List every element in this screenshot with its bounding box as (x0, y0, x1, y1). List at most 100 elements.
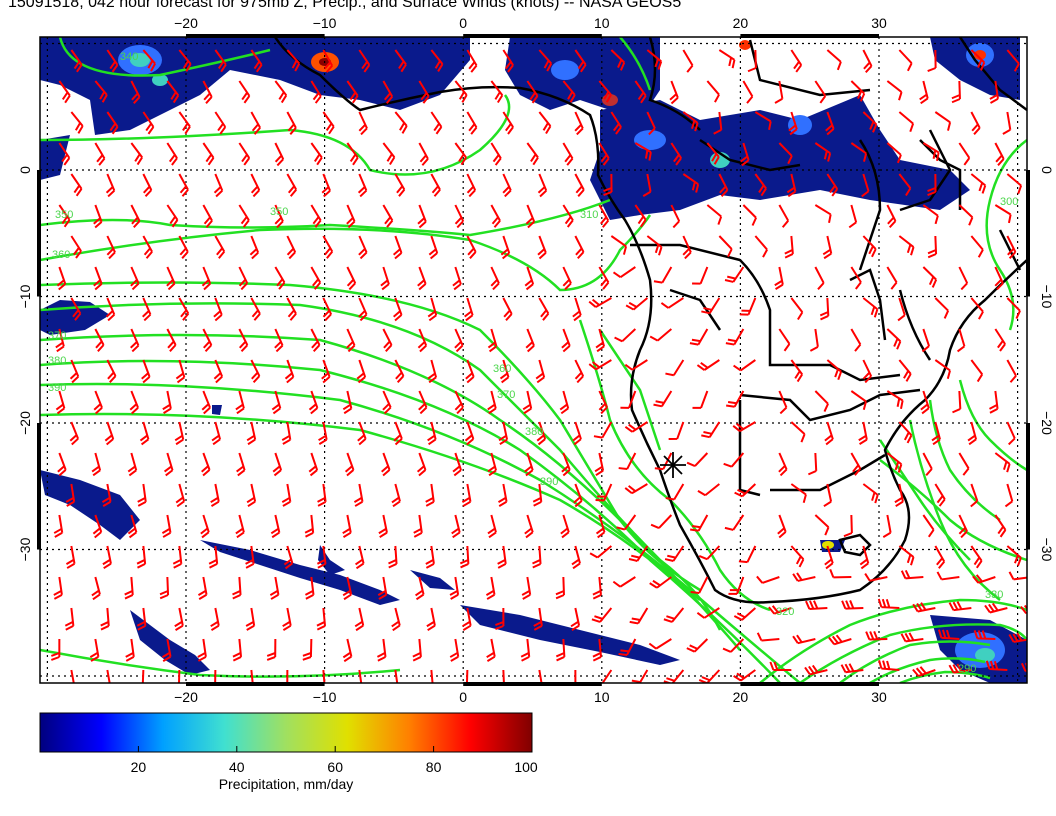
wind-barb (166, 328, 177, 352)
wind-barb (624, 421, 648, 433)
wind-barb (1006, 49, 1020, 72)
wind-barb (64, 607, 75, 631)
wind-barb (124, 576, 134, 600)
frame-bar (1026, 423, 1030, 550)
wind-barb (1006, 359, 1017, 383)
wind-barb (1027, 329, 1049, 347)
wind-barb (561, 328, 571, 353)
wind-barb (458, 669, 469, 683)
wind-barb (125, 638, 135, 662)
frame-bar (740, 682, 879, 686)
lat-tick-right: 0 (1039, 166, 1055, 174)
wind-barb (706, 204, 723, 225)
wind-barb (393, 421, 403, 446)
wind-barb (487, 452, 497, 477)
wind-barb (106, 235, 116, 260)
wind-barb (91, 576, 101, 601)
wind-barb (490, 204, 501, 228)
contour-labels: 340 350 360 370 380 390 350 360 370 380 … (48, 51, 1018, 675)
wind-barb (1038, 236, 1056, 255)
wind-barb (682, 49, 694, 73)
wind-barb (415, 576, 425, 601)
frame-bar (37, 423, 41, 550)
wind-barb (952, 390, 962, 414)
wind-barb (178, 297, 190, 321)
wind-barb (286, 297, 297, 321)
wind-barb (574, 173, 585, 197)
wind-barb (142, 235, 153, 259)
wind-barb (841, 600, 864, 610)
wind-barb (246, 483, 257, 508)
frame-bar (1026, 170, 1030, 297)
wind-barb (809, 328, 819, 352)
wind-barb (956, 328, 966, 353)
wind-barb (106, 49, 119, 73)
wind-barb (394, 173, 406, 197)
frame-bar (463, 34, 602, 38)
wind-barb (175, 483, 186, 508)
wind-barb (825, 111, 835, 136)
wind-barb (174, 421, 185, 446)
wind-barb (1039, 360, 1056, 377)
wind-barb (1006, 421, 1016, 446)
wind-barb (134, 669, 145, 683)
contour-label: 390 (48, 382, 66, 394)
wind-barb (382, 328, 393, 353)
wind-barb (286, 235, 297, 260)
wind-barb (823, 483, 833, 508)
wind-barb (665, 483, 685, 501)
wind-barb (740, 142, 750, 167)
wind-barb (355, 545, 365, 570)
wind-barb (958, 266, 969, 291)
wind-barb (664, 545, 685, 562)
wind-barb (570, 607, 581, 632)
wind-barb (250, 359, 261, 384)
wind-barb (826, 173, 839, 197)
lon-tick-bottom: 0 (459, 689, 467, 705)
wind-barb (985, 660, 1008, 671)
wind-barb (804, 664, 828, 676)
wind-barb (500, 235, 511, 260)
frame-bar (37, 170, 41, 297)
wind-barb (454, 80, 468, 103)
wind-barb (898, 545, 915, 566)
wind-barb (886, 452, 903, 473)
wind-barb (698, 545, 721, 561)
wind-barb (274, 142, 285, 167)
wind-barb (778, 328, 791, 352)
wind-barb (418, 390, 428, 415)
wind-barb (166, 204, 179, 228)
wind-barb (502, 49, 514, 73)
wind-barb (734, 483, 757, 498)
wind-barb (465, 359, 475, 384)
wind-barb (646, 235, 663, 256)
wind-barb (898, 111, 915, 132)
wind-barb (498, 421, 509, 446)
wind-barb (161, 638, 172, 662)
wind-barb (689, 328, 709, 346)
wind-barb (824, 421, 834, 446)
wind-barb (970, 111, 981, 135)
wind-barb (886, 142, 902, 164)
wind-barb (238, 204, 250, 228)
wind-barb (282, 607, 292, 631)
wind-barb (610, 111, 622, 135)
wind-barb (598, 204, 610, 228)
wind-barb (660, 297, 684, 309)
wind-barb (792, 634, 816, 645)
lon-tick-bottom: −20 (174, 689, 198, 705)
wind-barb (826, 359, 843, 381)
contour-label: 330 (985, 589, 1003, 601)
wind-barb (454, 204, 465, 229)
wind-barb (768, 605, 792, 615)
wind-barb (101, 483, 112, 507)
wind-barb (882, 514, 892, 538)
contour-label: 350 (270, 206, 288, 218)
wind-barb (560, 514, 570, 539)
wind-barb (286, 173, 298, 197)
wind-barb (346, 80, 359, 104)
wind-barb (66, 669, 76, 683)
wind-barb (650, 514, 673, 529)
wind-barb (461, 483, 472, 507)
wind-barb (490, 266, 500, 291)
